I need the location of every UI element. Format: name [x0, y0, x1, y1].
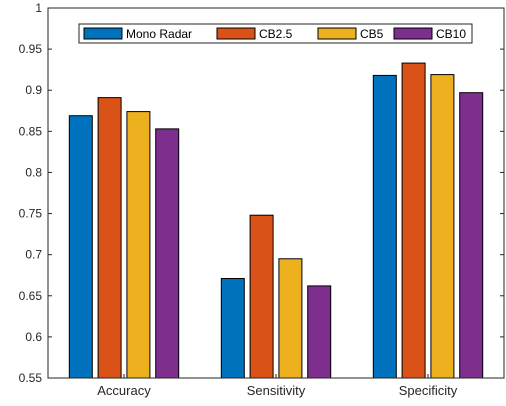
bar-cb5-specificity — [430, 74, 455, 379]
y-tick-label: 0.65 — [19, 289, 43, 303]
x-tick-label: Specificity — [399, 383, 458, 398]
legend-swatch-cb5 — [317, 27, 357, 40]
bar-cb10-specificity — [459, 92, 484, 379]
y-tick-label: 0.8 — [25, 165, 42, 179]
bar-cb5-accuracy — [126, 111, 151, 379]
bar-mono-radar-sensitivity — [220, 278, 245, 379]
y-tick-label: 1 — [35, 1, 42, 15]
legend-box — [78, 23, 473, 44]
y-tick-label: 0.75 — [19, 207, 43, 221]
bar-cb2-5-sensitivity — [249, 214, 274, 379]
bar-cb10-accuracy — [155, 128, 180, 379]
plot-area — [48, 8, 504, 378]
legend-swatch-cb2-5 — [216, 27, 256, 40]
legend-label-cb10: CB10 — [436, 27, 466, 41]
bars-group — [68, 62, 484, 379]
legend-label-cb5: CB5 — [360, 27, 384, 41]
legend: Mono Radar CB2.5 CB5 CB10 — [78, 23, 473, 44]
bar-cb2-5-specificity — [401, 62, 426, 379]
y-tick-label: 0.55 — [19, 371, 43, 385]
y-tick-label: 0.7 — [25, 248, 42, 262]
x-tick-label: Accuracy — [97, 383, 151, 398]
x-tick-label: Sensitivity — [247, 383, 306, 398]
y-tick-label: 0.85 — [19, 124, 43, 138]
legend-label-mono-radar: Mono Radar — [126, 27, 192, 41]
bar-cb10-sensitivity — [307, 285, 332, 379]
bar-cb5-sensitivity — [278, 258, 303, 379]
bar-mono-radar-accuracy — [68, 115, 93, 379]
bar-mono-radar-specificity — [372, 74, 397, 379]
y-tick-label: 0.9 — [25, 83, 42, 97]
axes-group: Accuracy Sensitivity Specificity 0.55 0.6 0.6… — [19, 1, 505, 398]
y-tick-label: 0.95 — [19, 42, 43, 56]
legend-swatch-mono-radar — [83, 27, 123, 40]
legend-swatch-cb10 — [393, 27, 433, 40]
axes-box — [47, 7, 505, 379]
bar-cb2-5-accuracy — [97, 97, 122, 379]
legend-label-cb2-5: CB2.5 — [259, 27, 293, 41]
y-tick-label: 0.6 — [25, 330, 42, 344]
